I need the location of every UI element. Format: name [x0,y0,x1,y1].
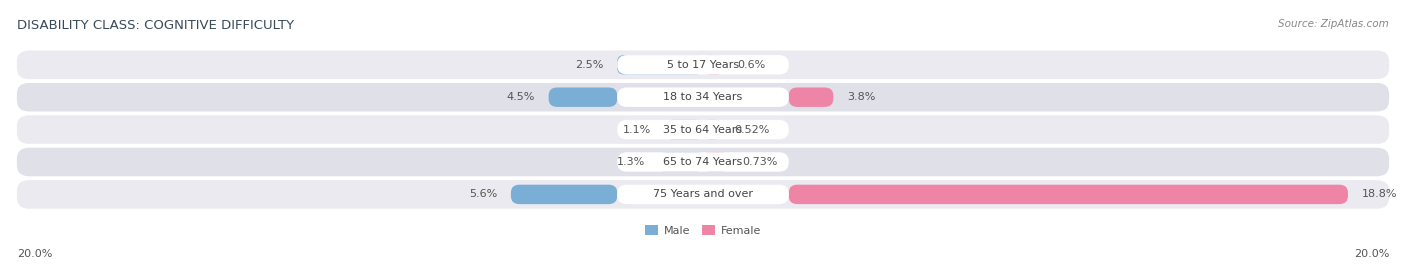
FancyBboxPatch shape [548,87,617,107]
Text: 1.3%: 1.3% [616,157,645,167]
Text: 0.52%: 0.52% [734,124,770,135]
Text: 20.0%: 20.0% [1354,249,1389,259]
FancyBboxPatch shape [789,185,1348,204]
Text: 1.1%: 1.1% [623,124,651,135]
Text: 3.8%: 3.8% [846,92,876,102]
Text: 18 to 34 Years: 18 to 34 Years [664,92,742,102]
FancyBboxPatch shape [17,115,1389,144]
FancyBboxPatch shape [617,152,789,172]
Text: 20.0%: 20.0% [17,249,52,259]
FancyBboxPatch shape [617,185,789,204]
FancyBboxPatch shape [617,55,789,75]
FancyBboxPatch shape [665,120,703,139]
FancyBboxPatch shape [789,87,834,107]
FancyBboxPatch shape [17,83,1389,112]
FancyBboxPatch shape [703,55,724,75]
Text: 18.8%: 18.8% [1361,189,1398,200]
Text: 5.6%: 5.6% [470,189,498,200]
FancyBboxPatch shape [17,148,1389,176]
Text: 5 to 17 Years: 5 to 17 Years [666,60,740,70]
FancyBboxPatch shape [17,50,1389,79]
Text: Source: ZipAtlas.com: Source: ZipAtlas.com [1278,19,1389,29]
Text: 65 to 74 Years: 65 to 74 Years [664,157,742,167]
Legend: Male, Female: Male, Female [641,221,765,241]
Text: 0.6%: 0.6% [737,60,765,70]
FancyBboxPatch shape [617,55,703,75]
Text: 0.73%: 0.73% [742,157,778,167]
FancyBboxPatch shape [703,152,728,172]
FancyBboxPatch shape [617,120,789,139]
FancyBboxPatch shape [703,120,721,139]
FancyBboxPatch shape [17,180,1389,209]
Text: 4.5%: 4.5% [506,92,534,102]
FancyBboxPatch shape [617,87,789,107]
FancyBboxPatch shape [510,185,617,204]
FancyBboxPatch shape [658,152,703,172]
Text: 35 to 64 Years: 35 to 64 Years [664,124,742,135]
Text: 75 Years and over: 75 Years and over [652,189,754,200]
Text: 2.5%: 2.5% [575,60,603,70]
Text: DISABILITY CLASS: COGNITIVE DIFFICULTY: DISABILITY CLASS: COGNITIVE DIFFICULTY [17,19,294,32]
